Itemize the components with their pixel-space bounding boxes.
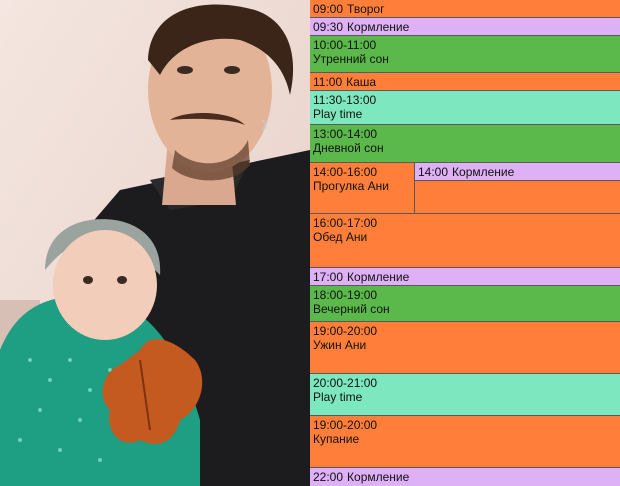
schedule-slot: 10:00-11:00 Утренний сон bbox=[310, 36, 620, 73]
slot-time: 13:00-14:00 bbox=[313, 127, 378, 141]
slot-time: 11:00 bbox=[313, 75, 343, 89]
schedule-slot: 16:00-17:00 Обед Ани bbox=[310, 214, 620, 268]
autumn-leaf bbox=[102, 339, 203, 444]
photo-illustration bbox=[0, 0, 310, 486]
schedule-slot: 09:00 Творог bbox=[310, 0, 620, 18]
schedule-slot-fill bbox=[414, 181, 620, 214]
slot-label: Вечерний сон bbox=[313, 302, 390, 316]
slot-time: 19:00-20:00 bbox=[313, 324, 378, 338]
baby-hat bbox=[45, 219, 161, 275]
father-hair bbox=[148, 4, 294, 96]
schedule-slot: 09:30 Кормление bbox=[310, 18, 620, 36]
slot-label: Кормление bbox=[347, 470, 410, 484]
schedule-slot: 13:00-14:00 Дневной сон bbox=[310, 125, 620, 163]
slot-label: Купание bbox=[313, 432, 360, 446]
slot-time: 20:00-21:00 bbox=[313, 376, 378, 390]
slot-label: Каша bbox=[346, 75, 377, 89]
schedule-slot: 20:00-21:00 Play time bbox=[310, 374, 620, 416]
slot-time: 22:00 bbox=[313, 470, 344, 484]
slot-label: Прогулка Ани bbox=[313, 179, 389, 193]
slot-label: Кормление bbox=[347, 20, 410, 34]
schedule-slot: 17:00 Кормление bbox=[310, 268, 620, 286]
baby-schedule: 09:00 Творог 09:30 Кормление 10:00-11:00 Ут… bbox=[310, 0, 620, 486]
slot-label: Play time bbox=[313, 390, 363, 404]
slot-time: 14:00-16:00 bbox=[313, 165, 378, 179]
slot-time: 10:00-11:00 bbox=[313, 38, 377, 52]
slot-time: 19:00-20:00 bbox=[313, 418, 378, 432]
schedule-slot: 19:00-20:00 Ужин Ани bbox=[310, 322, 620, 374]
schedule-slot: 11:30-13:00 Play time bbox=[310, 91, 620, 125]
schedule-slot: 11:00 Каша bbox=[310, 73, 620, 91]
slot-label: Кормление bbox=[347, 270, 410, 284]
baby-face bbox=[53, 230, 157, 340]
schedule-slot: 18:00-19:00 Вечерний сон bbox=[310, 286, 620, 322]
slot-time: 09:30 bbox=[313, 20, 344, 34]
slot-time: 11:30-13:00 bbox=[313, 93, 377, 107]
slot-label: Кормление bbox=[452, 165, 515, 179]
slot-time: 14:00 bbox=[418, 165, 449, 179]
schedule-slot: 19:00-20:00 Купание bbox=[310, 416, 620, 468]
slot-label: Дневной сон bbox=[313, 141, 384, 155]
slot-label: Ужин Ани bbox=[313, 338, 367, 352]
schedule-slot: 22:00 Кормление bbox=[310, 468, 620, 486]
slot-label: Утренний сон bbox=[313, 52, 389, 66]
slot-time: 09:00 bbox=[313, 2, 344, 16]
slot-time: 18:00-19:00 bbox=[313, 288, 378, 302]
schedule-slot: 14:00-16:00 Прогулка Ани bbox=[310, 163, 414, 214]
slot-label: Play time bbox=[313, 107, 363, 121]
slot-time: 16:00-17:00 bbox=[313, 216, 378, 230]
photo-father-with-baby bbox=[0, 0, 310, 486]
slot-label: Творог bbox=[347, 2, 385, 16]
slot-time: 17:00 bbox=[313, 270, 344, 284]
slot-label: Обед Ани bbox=[313, 230, 368, 244]
schedule-slot: 14:00 Кормление bbox=[414, 163, 620, 181]
